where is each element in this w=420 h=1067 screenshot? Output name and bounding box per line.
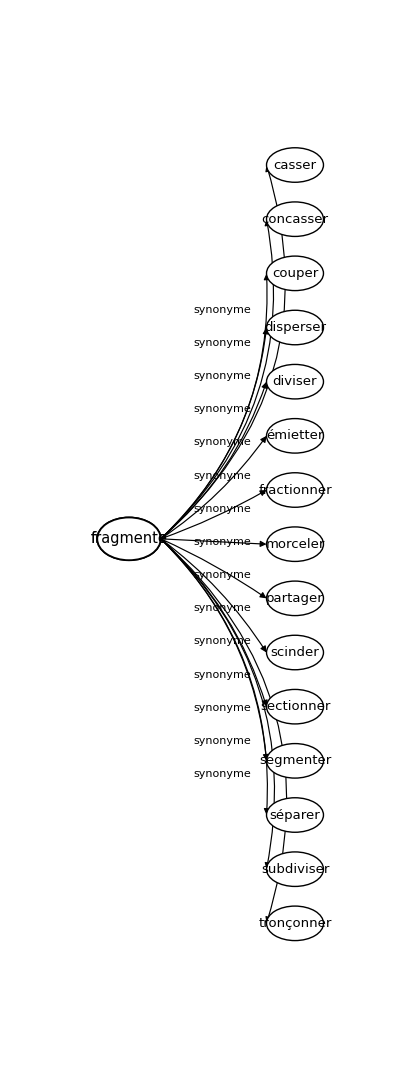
Ellipse shape [267,365,323,399]
Text: partager: partager [266,592,324,605]
FancyArrowPatch shape [161,436,266,539]
Text: morceler: morceler [265,538,325,551]
Text: synonyme: synonyme [193,537,251,547]
Text: synonyme: synonyme [193,437,251,447]
FancyArrowPatch shape [161,539,268,760]
FancyArrowPatch shape [161,539,275,867]
FancyArrowPatch shape [161,539,267,705]
FancyArrowPatch shape [161,274,269,539]
FancyArrowPatch shape [161,221,273,539]
Text: synonyme: synonyme [193,769,251,779]
Ellipse shape [267,851,323,887]
Text: tronçonner: tronçonner [258,917,332,929]
Ellipse shape [267,147,323,182]
FancyArrowPatch shape [161,491,265,539]
Text: synonyme: synonyme [193,504,251,513]
Ellipse shape [267,635,323,670]
Ellipse shape [267,310,323,345]
Ellipse shape [267,798,323,832]
Text: synonyme: synonyme [193,570,251,580]
FancyArrowPatch shape [161,383,267,539]
Text: sectionner: sectionner [260,700,330,713]
Text: synonyme: synonyme [193,736,251,746]
Text: disperser: disperser [264,321,326,334]
FancyArrowPatch shape [161,166,285,539]
FancyArrowPatch shape [161,329,268,539]
Ellipse shape [267,744,323,778]
Text: fragmente: fragmente [91,531,168,546]
Text: subdiviser: subdiviser [261,863,329,876]
Text: couper: couper [272,267,318,280]
Text: fractionner: fractionner [258,483,332,496]
FancyArrowPatch shape [161,539,265,546]
Text: synonyme: synonyme [193,636,251,647]
Ellipse shape [267,906,323,941]
Text: émietter: émietter [266,429,324,443]
Text: concasser: concasser [262,212,328,226]
FancyArrowPatch shape [161,539,287,922]
Text: casser: casser [273,159,317,172]
Ellipse shape [97,517,161,560]
FancyArrowPatch shape [161,539,266,651]
Ellipse shape [267,473,323,507]
FancyArrowPatch shape [161,539,269,814]
Text: synonyme: synonyme [193,338,251,348]
Text: synonyme: synonyme [193,305,251,315]
FancyArrowPatch shape [161,539,265,598]
Text: synonyme: synonyme [193,703,251,713]
Text: synonyme: synonyme [193,603,251,614]
Text: synonyme: synonyme [193,471,251,480]
Ellipse shape [97,517,161,560]
Text: scinder: scinder [270,646,319,659]
Ellipse shape [267,202,323,237]
Text: synonyme: synonyme [193,670,251,680]
Ellipse shape [267,256,323,290]
Ellipse shape [267,527,323,561]
Ellipse shape [267,582,323,616]
Ellipse shape [267,418,323,453]
Text: synonyme: synonyme [193,404,251,414]
Text: diviser: diviser [273,376,317,388]
Text: fragmente: fragmente [91,531,168,546]
Text: segmenter: segmenter [259,754,331,767]
Text: séparer: séparer [270,809,320,822]
Ellipse shape [267,689,323,723]
Text: synonyme: synonyme [193,371,251,381]
